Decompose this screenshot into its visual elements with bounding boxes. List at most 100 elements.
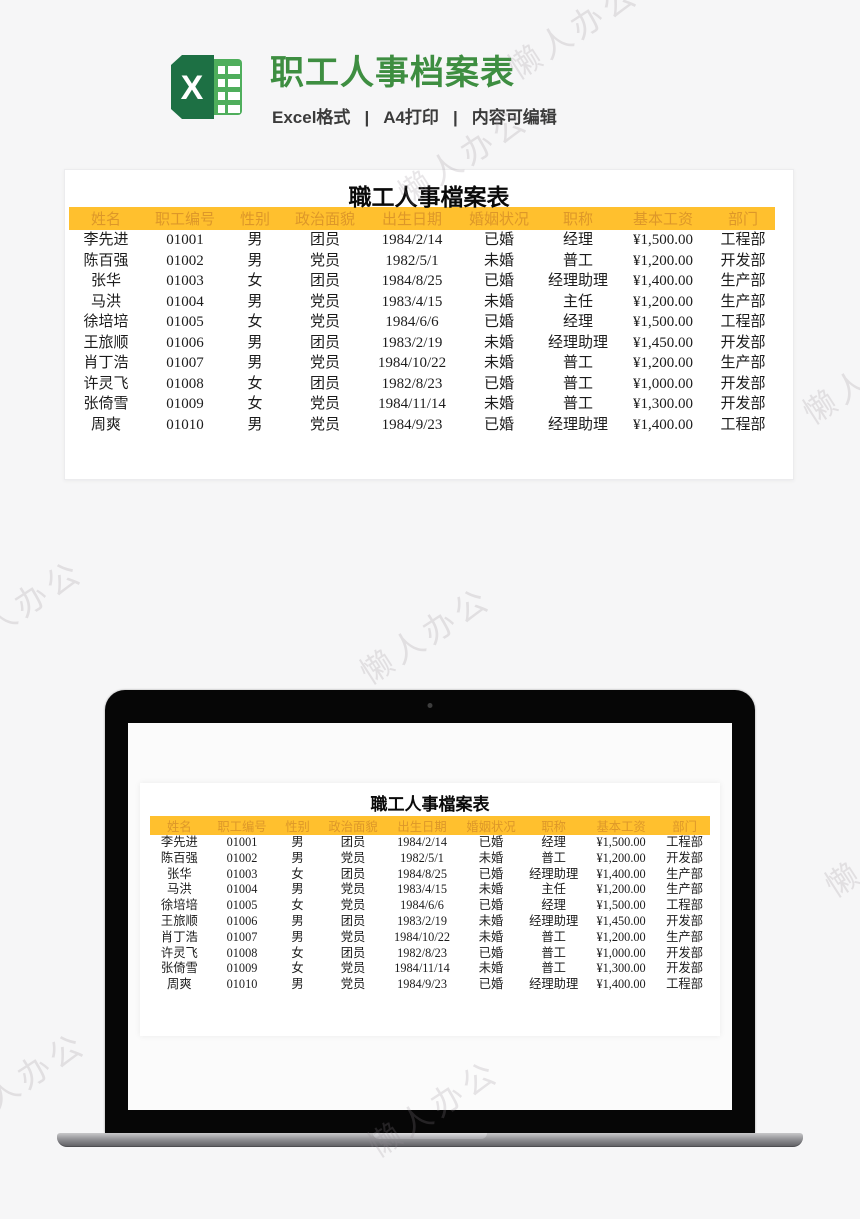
table-row: 张倚雪 01009 女 党员 1984/11/14 未婚 普工 ¥1,300.00 开发部	[150, 961, 710, 977]
table-cell: 01003	[226, 866, 258, 881]
table-cell: ¥1,400.00	[633, 416, 693, 433]
laptop-screen: 職工人事檔案表 姓名 职工编号 性别 政治面貌 出生日期 婚姻状况 职称 基本工资 部门 李先进 0…	[105, 690, 755, 1133]
table-cell: 男	[291, 850, 304, 865]
table-row: 徐培培 01005 女 党员 1984/6/6 已婚 经理 ¥1,500.00 工程部	[69, 312, 775, 333]
table-cell: 1984/2/14	[381, 232, 443, 248]
table-cell: ¥1,200.00	[596, 850, 646, 865]
table-cell: 男	[291, 913, 304, 928]
table-cell: 1984/9/23	[381, 416, 443, 433]
table-cell: 团员	[309, 334, 340, 351]
table-row: 张华 01003 女 团员 1984/8/25 已婚 经理助理 ¥1,400.00 生产部	[150, 867, 710, 883]
watermark: 懒人办公	[353, 579, 499, 692]
table-row: 肖丁浩 01007 男 党员 1984/10/22 未婚 普工 ¥1,200.00 生产部	[69, 353, 775, 374]
table-cell: 马洪	[167, 882, 192, 897]
table-cell: ¥1,500.00	[633, 314, 693, 330]
table-cell: 未婚	[483, 396, 514, 412]
table-cell: 生产部	[720, 355, 766, 371]
column-header: 性别	[227, 207, 283, 230]
table-cell: 01003	[166, 273, 204, 289]
table-cell: 普工	[562, 252, 593, 269]
table-cell: 普工	[541, 961, 566, 976]
subtitle-format: Excel格式	[272, 108, 351, 127]
table-row: 周爽 01010 男 党员 1984/9/23 已婚 经理助理 ¥1,400.00 工程部	[69, 415, 775, 436]
table-cell: 徐培培	[83, 314, 129, 330]
table-cell: 肖丁浩	[83, 355, 129, 371]
table-cell: 1984/8/25	[397, 866, 447, 881]
table-cell: 已婚	[483, 232, 514, 248]
table-cell: 01006	[226, 913, 258, 928]
table-cell: 工程部	[720, 416, 766, 433]
table-cell: 党员	[340, 977, 366, 992]
table-cell: 团员	[309, 375, 340, 392]
table-cell: 经理助理	[529, 977, 579, 992]
table-cell: 张华	[167, 866, 192, 881]
table-cell: 生产部	[720, 273, 766, 289]
table-cell: 男	[291, 977, 304, 992]
table-row: 马洪 01004 男 党员 1983/4/15 未婚 主任 ¥1,200.00 生产部	[69, 292, 775, 313]
table-cell: 女	[291, 961, 304, 976]
table-cell: 经理助理	[547, 273, 608, 289]
table-cell: 工程部	[720, 232, 766, 248]
table-cell: 1982/8/23	[381, 375, 443, 392]
table-cell: 徐培培	[160, 898, 198, 913]
table-cell: ¥1,200.00	[596, 929, 646, 944]
table-cell: 党员	[309, 396, 340, 412]
table-cell: 1983/4/15	[381, 293, 443, 310]
table-cell: 未婚	[483, 334, 514, 351]
table-cell: 周爽	[167, 977, 192, 992]
laptop-base	[57, 1133, 803, 1147]
table-cell: 未婚	[483, 252, 514, 269]
hero-text: 职工人事档案表 Excel格式 | A4打印 | 内容可编辑	[270, 54, 557, 128]
table-cell: 01008	[166, 375, 204, 392]
table-row: 陈百强 01002 男 党员 1982/5/1 未婚 普工 ¥1,200.00 开发部	[69, 251, 775, 272]
table-cell: 1982/5/1	[385, 252, 439, 269]
table-cell: 男	[291, 835, 304, 849]
table-cell: 1984/10/22	[377, 355, 447, 371]
table-cell: 1983/4/15	[397, 882, 447, 897]
table-cell: 01001	[166, 232, 204, 248]
subtitle: Excel格式 | A4打印 | 内容可编辑	[272, 103, 557, 128]
table-cell: 生产部	[666, 882, 704, 897]
table-cell: ¥1,000.00	[596, 945, 646, 960]
table-cell: 未婚	[478, 961, 504, 976]
table-cell: 经理	[562, 232, 593, 248]
table-cell: 陈百强	[83, 252, 129, 269]
table-cell: ¥1,400.00	[596, 977, 646, 992]
table-cell: 王旅顺	[160, 913, 198, 928]
table-cell: 未婚	[478, 850, 504, 865]
table-cell: 生产部	[666, 929, 704, 944]
table-cell: 1984/11/14	[378, 396, 446, 412]
preview-card: 職工人事檔案表 姓名 职工编号 性别 政治面貌 出生日期 婚姻状况 职称 基本工资 部门 李先进 0…	[64, 169, 794, 480]
table-cell: ¥1,000.00	[633, 375, 693, 392]
table-cell: 开发部	[720, 375, 766, 392]
table-cell: 党员	[340, 929, 366, 944]
table-cell: 女	[247, 396, 263, 412]
table-cell: ¥1,450.00	[633, 334, 693, 351]
table-cell: 01005	[226, 898, 258, 913]
table-row: 李先进 01001 男 团员 1984/2/14 已婚 经理 ¥1,500.00 工程部	[150, 835, 710, 851]
svg-text:X: X	[181, 69, 204, 107]
table-cell: 团员	[340, 835, 366, 849]
watermark: 懒人办公	[0, 1024, 94, 1137]
table-row: 王旅顺 01006 男 团员 1983/2/19 未婚 经理助理 ¥1,450.00 开发部	[69, 333, 775, 354]
page-title: 职工人事档案表	[270, 54, 515, 92]
table-cell: 普工	[562, 396, 593, 412]
table-row: 王旅顺 01006 男 团员 1983/2/19 未婚 经理助理 ¥1,450.00 开发部	[150, 914, 710, 930]
excel-icon: X	[171, 55, 242, 119]
table-cell: 未婚	[483, 355, 514, 371]
table-cell: 女	[291, 898, 304, 913]
table-cell: 女	[247, 314, 263, 330]
table-cell: 团员	[309, 232, 340, 248]
table-cell: 1984/10/22	[394, 929, 451, 944]
table-row: 马洪 01004 男 党员 1983/4/15 未婚 主任 ¥1,200.00 生产部	[150, 882, 710, 898]
table-cell: 经理助理	[547, 416, 608, 433]
table-cell: 经理助理	[529, 866, 579, 881]
table-cell: 团员	[309, 273, 340, 289]
table-cell: ¥1,450.00	[596, 913, 646, 928]
table-cell: 普工	[541, 945, 566, 960]
table-row: 许灵飞 01008 女 团员 1982/8/23 已婚 普工 ¥1,000.00 开发部	[150, 946, 710, 962]
table-cell: 已婚	[478, 866, 504, 881]
table-cell: 已婚	[483, 375, 514, 392]
table-cell: 未婚	[478, 929, 504, 944]
table-cell: 01001	[226, 835, 258, 849]
